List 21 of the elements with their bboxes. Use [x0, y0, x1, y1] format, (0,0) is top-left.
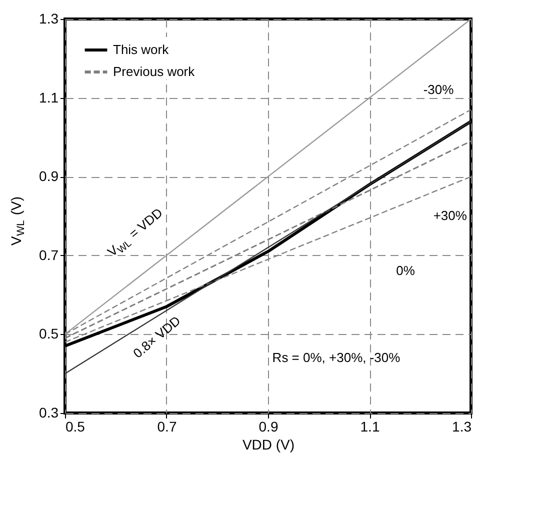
annotation: 0%: [396, 263, 416, 278]
y-tick-label: 0.5: [39, 326, 59, 342]
annotation: +30%: [433, 208, 468, 223]
y-tick-label: 0.3: [39, 404, 59, 420]
y-tick-label: 1.1: [39, 89, 59, 106]
y-tick-label: 1.3: [39, 10, 59, 26]
x-tick-label: 0.9: [258, 418, 278, 434]
x-tick-label: 1.3: [452, 418, 472, 434]
y-axis-title: VWL (V): [8, 196, 28, 246]
legend-label: This work: [113, 42, 170, 57]
y-tick-label: 0.9: [39, 168, 59, 184]
x-tick-label: 0.7: [157, 418, 177, 434]
annotation: 0.8× VDD: [130, 312, 184, 361]
annotation: -30%: [423, 82, 454, 97]
x-tick-label: 1.1: [360, 418, 380, 434]
x-axis-title: VDD (V): [242, 436, 295, 452]
legend-label: Previous work: [113, 64, 196, 79]
x-tick-label: 0.5: [66, 418, 86, 434]
y-tick-label: 0.7: [39, 246, 59, 263]
annotation: VWL = VDD: [104, 205, 166, 260]
annotation: Rs = 0%, +30%, -30%: [272, 350, 401, 365]
